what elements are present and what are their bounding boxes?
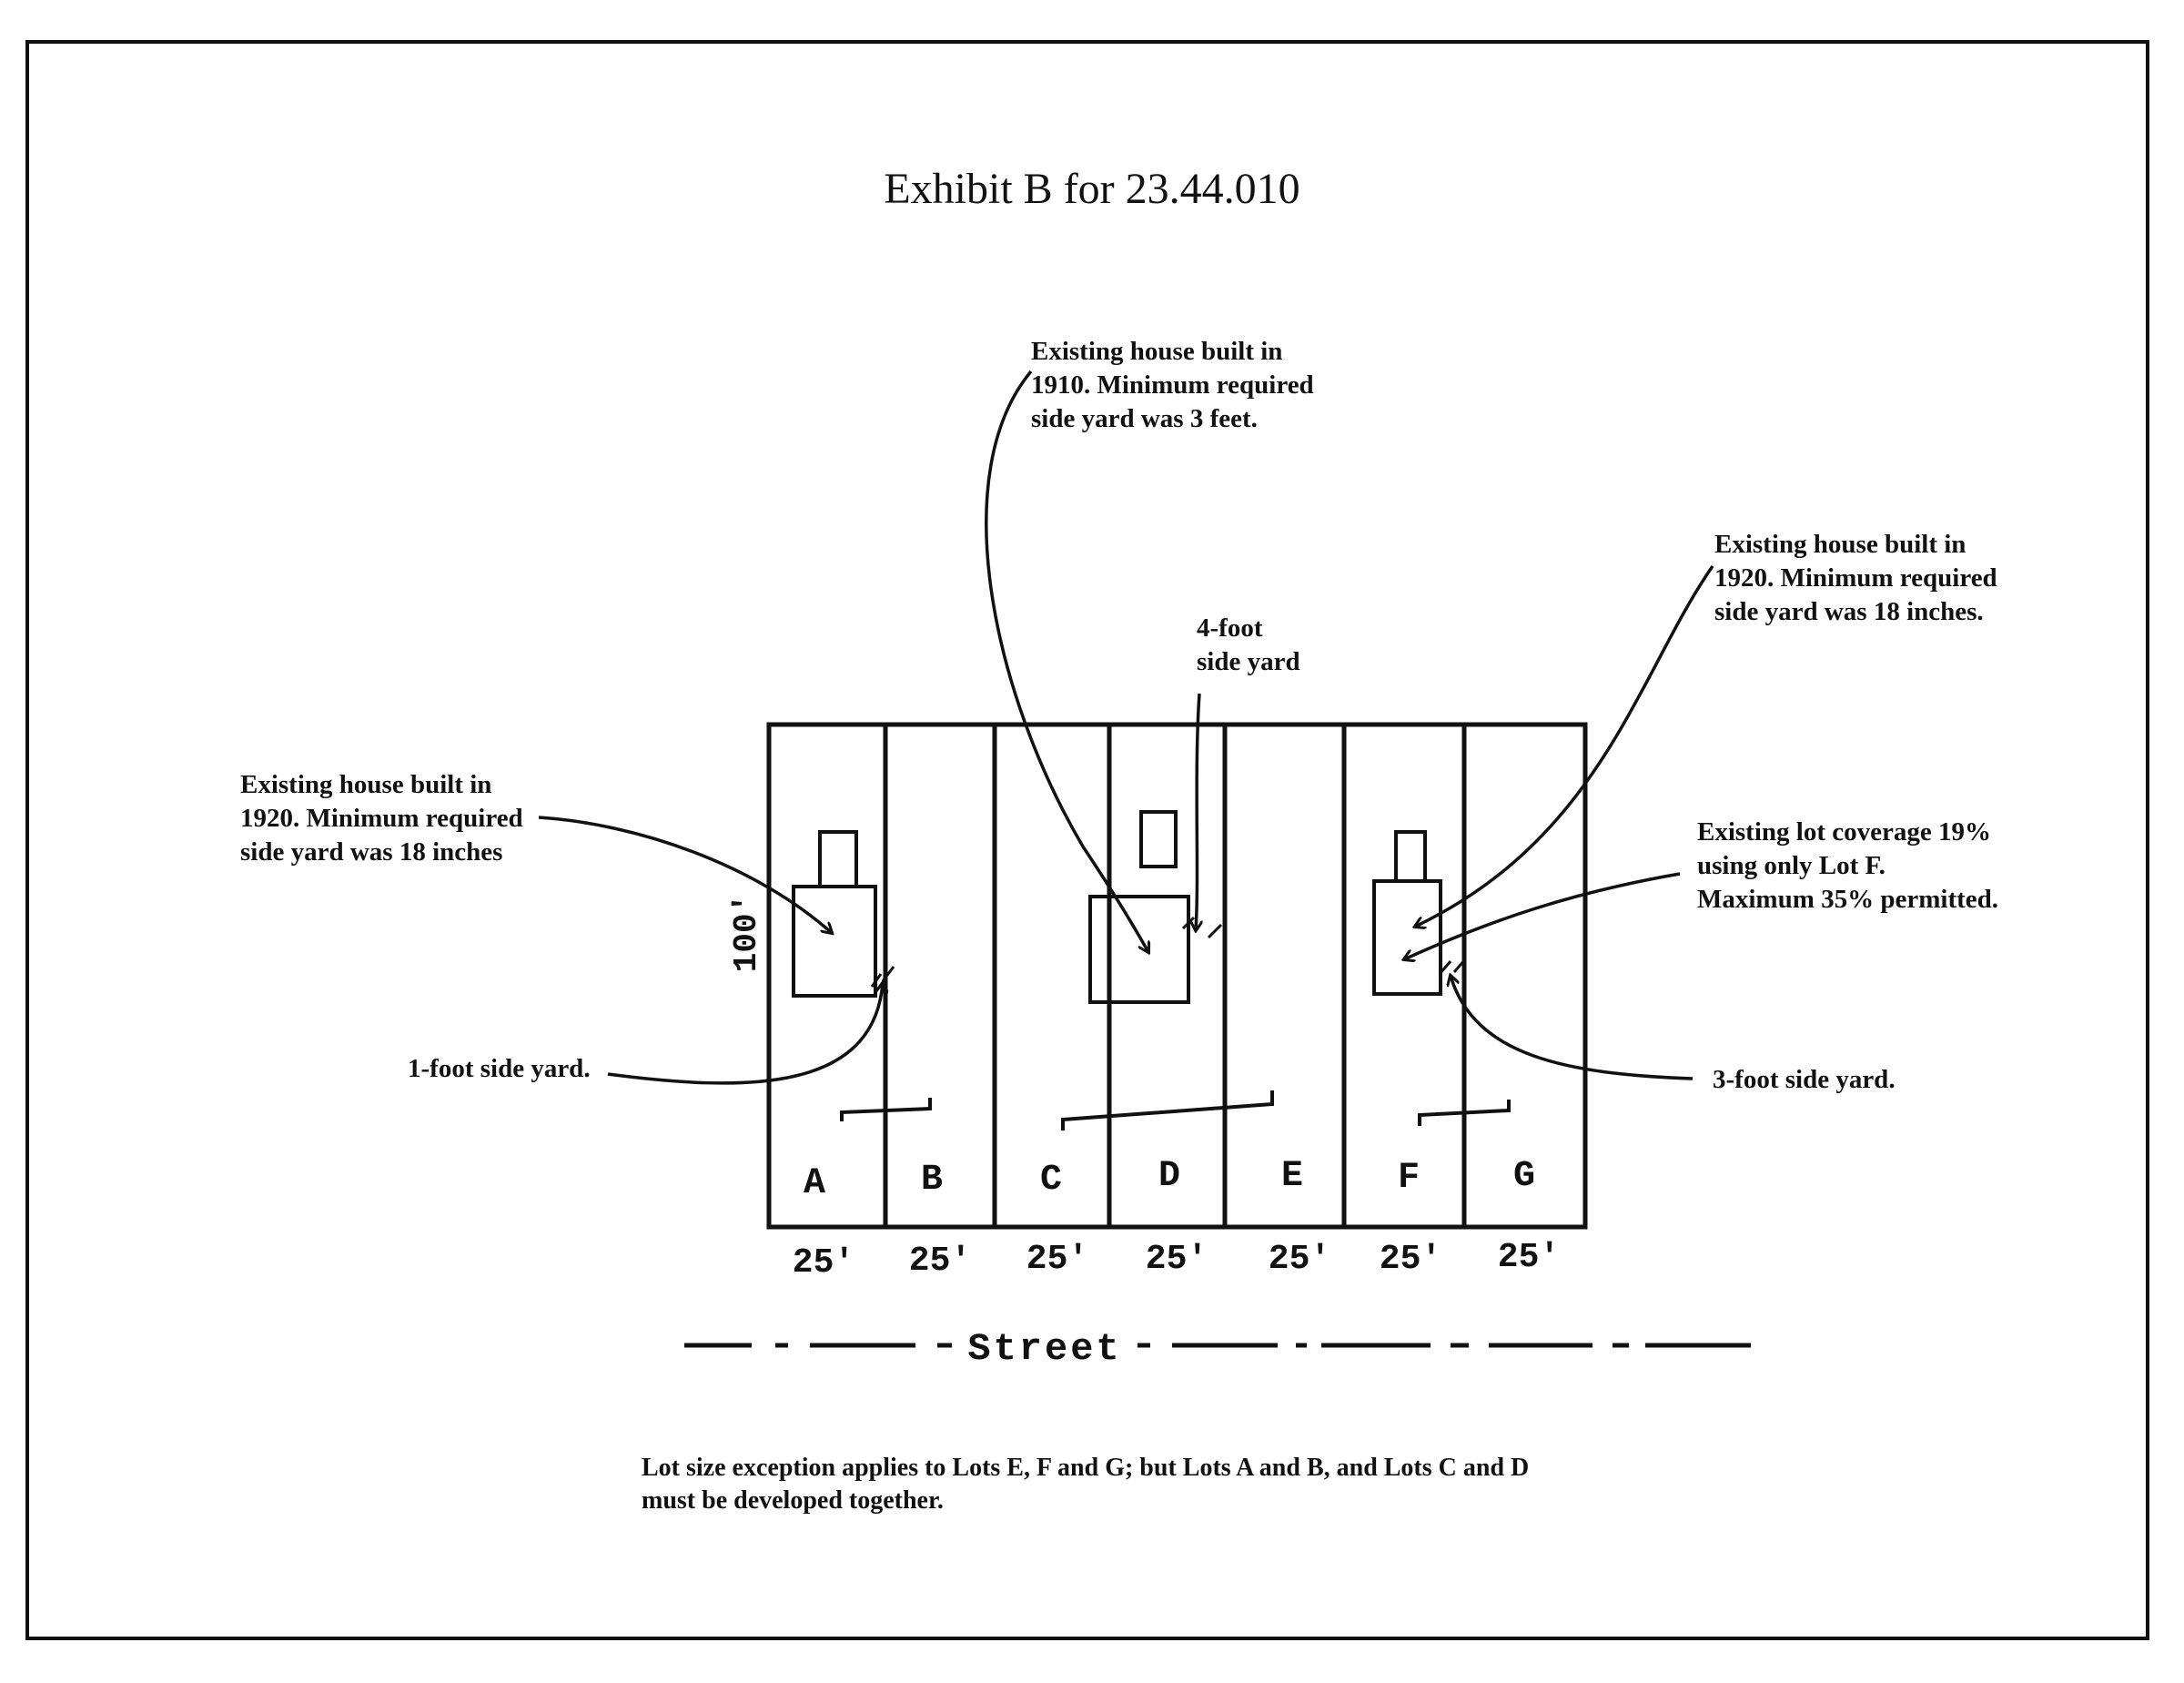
leader-lines (538, 370, 1714, 1085)
bracket-ab (840, 1098, 932, 1121)
house-lot-cd (1088, 810, 1190, 1004)
page-border (25, 40, 2149, 1640)
leader-left-house (538, 816, 832, 933)
side-yard-ticks (870, 916, 1467, 988)
lot-width-g: 25' (1498, 1238, 1560, 1277)
leader-center-side-yard (1196, 693, 1199, 930)
block-outline (766, 722, 1588, 1230)
lot-label-b: B (921, 1160, 943, 1201)
house-f-main (1372, 879, 1442, 996)
lot-width-d: 25' (1146, 1240, 1208, 1279)
lot-width-a: 25' (793, 1243, 854, 1283)
lot-label-a: A (804, 1163, 825, 1204)
house-f-annex (1394, 830, 1427, 883)
lot-label-c: C (1040, 1160, 1062, 1201)
note-right-side-yard: 3-foot side yard. (1713, 1065, 1896, 1094)
lot-width-labels: 25' 25' 25' 25' 25' 25' 25' (793, 1238, 1560, 1283)
house-lot-f (1372, 830, 1442, 996)
leader-right-side-yard (1451, 976, 1694, 1080)
lot-width-b: 25' (909, 1242, 971, 1281)
note-center-side-yard: 4-foot side yard (1197, 613, 1300, 676)
lot-labels: A B C D E F G (804, 1156, 1535, 1204)
lot-dividers (883, 725, 1467, 1227)
grouping-brackets (840, 1090, 1511, 1130)
leader-left-side-yard (607, 983, 883, 1085)
lot-label-g: G (1513, 1156, 1535, 1197)
lot-width-f: 25' (1380, 1240, 1441, 1279)
lot-depth-label: 100' (728, 894, 765, 972)
lot-label-e: E (1281, 1156, 1303, 1197)
footer-note: Lot size exception applies to Lots E, F … (642, 1454, 1530, 1515)
street-label: Street (967, 1327, 1121, 1371)
leader-right-house (1415, 565, 1714, 927)
note-left-house: Existing house built in 1920. Minimum re… (240, 770, 523, 867)
lot-width-e: 25' (1269, 1240, 1330, 1279)
note-right-coverage: Existing lot coverage 19% using only Lot… (1697, 817, 1999, 914)
lot-width-c: 25' (1026, 1240, 1088, 1279)
bracket-fg (1418, 1100, 1511, 1126)
house-a-main (792, 885, 877, 998)
note-center-house: Existing house built in 1910. Minimum re… (1031, 337, 1314, 433)
house-cd-annex (1139, 810, 1178, 868)
exhibit-title: Exhibit B for 23.44.010 (884, 165, 1300, 213)
lot-label-f: F (1398, 1158, 1420, 1199)
house-lot-a (792, 830, 877, 998)
leader-center-house (985, 370, 1148, 952)
lot-label-d: D (1158, 1156, 1180, 1197)
house-a-annex (818, 830, 858, 888)
house-cd-main (1088, 895, 1190, 1004)
bracket-cd (1061, 1090, 1274, 1130)
leader-right-coverage (1404, 872, 1681, 959)
note-right-house: Existing house built in 1920. Minimum re… (1714, 530, 1997, 626)
note-left-side-yard: 1-foot side yard. (408, 1054, 591, 1083)
